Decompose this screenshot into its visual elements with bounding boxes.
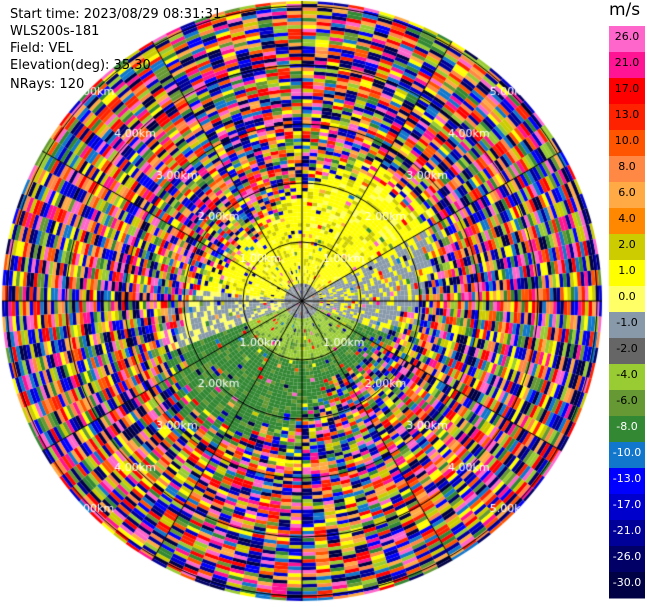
colorbar-box [609,260,645,287]
colorbar-tick-label: 2.0 [618,238,636,251]
colorbar-tick-label: 10.0 [615,134,640,147]
colorbar-tick-label: -8.0 [616,420,637,433]
colorbar-box [609,442,645,469]
colorbar-tick-label: -13.0 [613,472,641,485]
colorbar-box [609,208,645,235]
colorbar-tick-label: -4.0 [616,368,637,381]
colorbar-tick-label: -1.0 [616,316,637,329]
colorbar-tick-label: 26.0 [615,30,640,43]
colorbar-tick-label: 1.0 [618,264,636,277]
colorbar-box [609,156,645,183]
start-time-label: Start time: 2023/08/29 08:31:31 [10,7,222,22]
colorbar-box [609,182,645,209]
colorbar-tick-label: -6.0 [616,394,637,407]
colorbar-box [609,338,645,365]
field-label: Field: VEL [10,41,73,56]
colorbar-tick-label: -30.0 [613,576,641,589]
colorbar-tick-label: -26.0 [613,550,641,563]
colorbar-box [609,234,645,261]
colorbar-box [609,494,645,521]
colorbar-box [609,572,645,599]
colorbar-box [609,416,645,443]
colorbar-tick-label: -10.0 [613,446,641,459]
info-panel: Start time: 2023/08/29 08:31:31 WLS200s-… [10,6,221,93]
colorbar-box [609,312,645,339]
station-label: WLS200s-181 [10,24,100,39]
colorbar-box [609,546,645,573]
colorbar-tick-label: 17.0 [615,82,640,95]
colorbar-tick-label: -17.0 [613,498,641,511]
colorbar-box [609,26,645,53]
colorbar-tick-label: 6.0 [618,186,636,199]
colorbar-box [609,520,645,547]
elevation-label: Elevation(deg): 35.30 [10,58,151,73]
colorbar-tick-label: 21.0 [615,56,640,69]
colorbar-tick-label: -21.0 [613,524,641,537]
colorbar-box [609,78,645,105]
colorbar-box [609,364,645,391]
colorbar-tick-label: 13.0 [615,108,640,121]
colorbar-box [609,286,645,313]
colorbar-unit-label: m/s [609,0,641,20]
colorbar-box [609,104,645,131]
colorbar-box [609,52,645,79]
colorbar-tick-label: -2.0 [616,342,637,355]
colorbar-box [609,390,645,417]
colorbar-tick-label: 4.0 [618,212,636,225]
colorbar-box [609,130,645,157]
colorbar-box [609,468,645,495]
colorbar-tick-label: 8.0 [618,160,636,173]
nrays-label: NRays: 120 [10,77,85,92]
colorbar-tick-label: 0.0 [618,290,636,303]
